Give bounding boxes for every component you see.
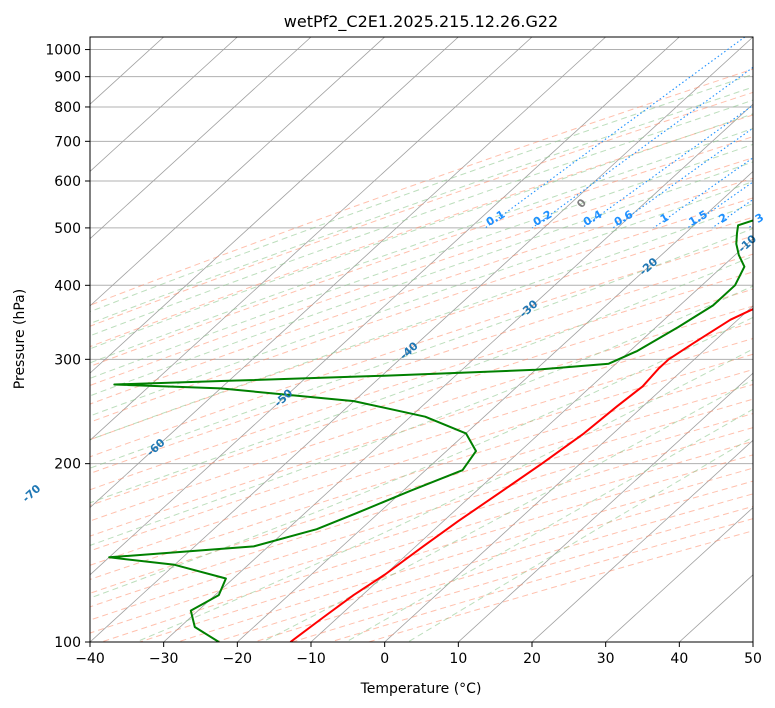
y-tick-label: 900 — [54, 70, 81, 86]
x-tick-label: 40 — [670, 651, 688, 667]
y-axis-title: Pressure (hPa) — [12, 289, 28, 389]
y-tick-label: 200 — [54, 457, 81, 473]
moist-adiabat-line — [90, 113, 753, 350]
moist-adiabat-line — [90, 255, 753, 504]
dry-adiabat-line — [90, 288, 753, 507]
dry-adiabat-line — [90, 197, 753, 423]
x-tick-label: −30 — [149, 651, 179, 667]
dry-adiabat-line — [90, 427, 753, 634]
plot-frame — [89, 36, 754, 643]
mixing-ratio-line — [581, 104, 753, 229]
data-layer — [108, 219, 753, 642]
y-tick-label: 800 — [54, 100, 81, 116]
dry-adiabat-line — [90, 383, 753, 594]
isotherm-line — [384, 305, 753, 642]
isotherm-line — [90, 37, 238, 172]
dewpoint-profile-line — [108, 219, 753, 642]
x-tick-label: 10 — [449, 651, 467, 667]
chart-title: wetPf2_C2E1.2025.215.12.26.G22 — [284, 12, 558, 32]
temperature-profile-line — [289, 308, 753, 642]
isotherm-line — [237, 170, 753, 642]
isotherm-line — [458, 372, 753, 642]
isotherm-line — [90, 37, 312, 240]
dry-adiabat-line — [215, 480, 753, 642]
y-tick-label: 100 — [54, 635, 81, 651]
y-tick-label: 700 — [54, 134, 81, 150]
isotherm-line — [90, 37, 606, 509]
grid-layer — [90, 37, 753, 642]
dry-adiabat-line — [90, 337, 753, 552]
dry-adiabat-line — [90, 353, 753, 566]
dry-adiabat-line — [90, 235, 753, 458]
y-tick-label: 600 — [54, 174, 81, 190]
dry-adiabat-line — [330, 518, 753, 642]
dry-adiabat-line — [90, 413, 753, 621]
dry-adiabat-line — [90, 369, 753, 580]
dry-adiabat-line — [90, 177, 753, 405]
isotherm-line — [90, 37, 459, 374]
dry-adiabat-line — [90, 157, 753, 386]
dry-adiabat-line — [90, 398, 753, 608]
x-tick-label: −20 — [223, 651, 253, 667]
x-tick-label: −40 — [75, 651, 105, 667]
y-tick-label: 300 — [54, 352, 81, 368]
isotherm-line — [90, 37, 680, 576]
y-tick-label: 1000 — [45, 43, 81, 59]
dry-adiabat-line — [90, 114, 753, 348]
x-axis-title: Temperature (°C) — [360, 681, 482, 697]
isotherm-line — [90, 37, 533, 441]
isotherm-line — [90, 37, 385, 307]
x-tick-label: −10 — [296, 651, 326, 667]
moist-adiabat-line — [90, 86, 753, 325]
x-tick-label: 50 — [744, 651, 762, 667]
dry-adiabat-line — [90, 216, 753, 441]
dry-adiabat-line — [368, 530, 753, 642]
x-tick-label: 0 — [380, 651, 389, 667]
mixing-ratio-line — [612, 127, 753, 229]
moist-adiabat-line — [262, 379, 753, 642]
mixing-ratio-line — [653, 157, 753, 229]
y-tick-label: 400 — [54, 278, 81, 294]
axes-layer: −40 −30 −20 −10 0 10 20 30 40 50 100 200 300 400 500 60… — [45, 43, 762, 667]
isotherm-line — [531, 439, 753, 642]
isotherm-line — [310, 238, 753, 642]
dry-adiabat-line — [90, 136, 753, 367]
dry-adiabat-line — [254, 493, 753, 642]
moist-adiabat-line — [135, 348, 753, 642]
dry-adiabat-line — [90, 253, 753, 475]
dry-adiabat-line — [292, 505, 753, 642]
x-tick-label: 20 — [523, 651, 541, 667]
dry-adiabat-line — [90, 271, 753, 491]
x-tick-label: 30 — [597, 651, 615, 667]
y-tick-label: 500 — [54, 221, 81, 237]
moist-adiabat-line — [90, 161, 753, 397]
mixing-ratio-line — [484, 37, 746, 229]
